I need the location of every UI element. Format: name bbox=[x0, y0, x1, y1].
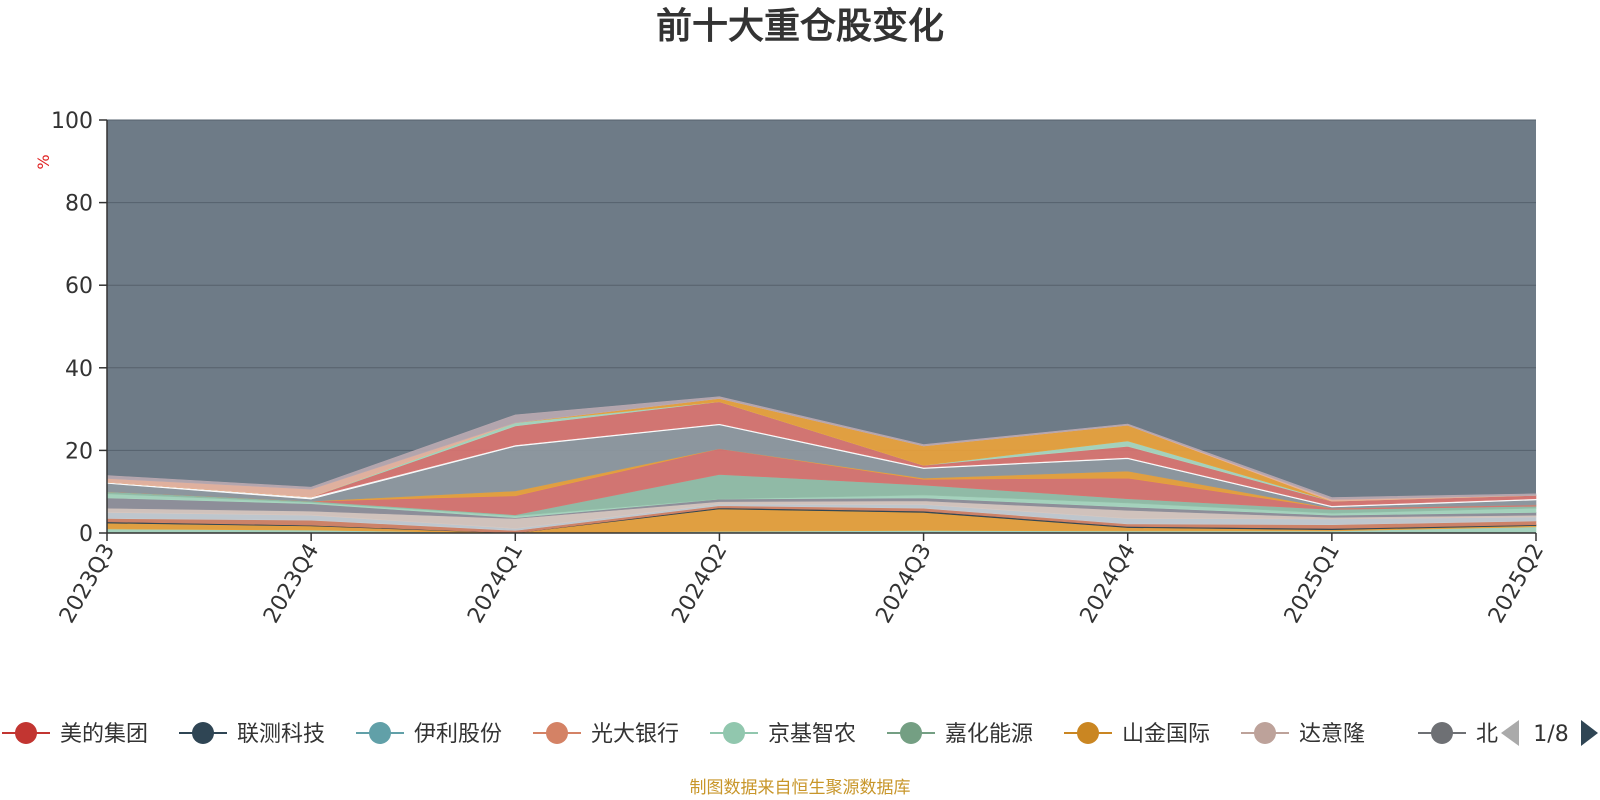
y-axis-unit-label: % bbox=[34, 154, 53, 169]
x-tick-label: 2025Q1 bbox=[1280, 540, 1345, 628]
x-tick-label: 2024Q1 bbox=[463, 540, 528, 628]
legend-label: 美的集团 bbox=[60, 722, 148, 747]
legend-item-4[interactable]: 光大银行 bbox=[533, 722, 679, 747]
y-tick-label: 60 bbox=[65, 274, 93, 299]
legend-item-6[interactable]: 嘉化能源 bbox=[887, 722, 1033, 747]
legend-circle-marker bbox=[369, 722, 391, 744]
legend-label: 山金国际 bbox=[1122, 722, 1210, 747]
y-tick-label: 0 bbox=[79, 522, 93, 547]
legend-label: 伊利股份 bbox=[414, 722, 502, 747]
y-tick-label: 80 bbox=[65, 192, 93, 217]
y-tick-label: 40 bbox=[65, 357, 93, 382]
area-band-18 bbox=[106, 396, 1537, 500]
legend-circle-marker bbox=[1431, 722, 1453, 744]
legend-next-page-icon[interactable] bbox=[1581, 720, 1598, 746]
y-tick-label: 20 bbox=[65, 439, 93, 464]
legend-label: 嘉化能源 bbox=[945, 722, 1033, 747]
legend-item-9[interactable]: 北 bbox=[1418, 722, 1498, 747]
legend-prev-page-icon[interactable] bbox=[1501, 720, 1519, 746]
x-tick-label: 2023Q3 bbox=[55, 540, 120, 628]
legend-label: 京基智农 bbox=[768, 722, 856, 747]
legend-label: 北 bbox=[1476, 722, 1498, 747]
y-tick-label: 100 bbox=[51, 109, 93, 134]
legend-circle-marker bbox=[1077, 722, 1099, 744]
legend-label: 光大银行 bbox=[591, 722, 679, 747]
x-tick-label: 2023Q4 bbox=[259, 540, 324, 628]
legend-page-indicator: 1/8 bbox=[1533, 722, 1568, 747]
legend-item-5[interactable]: 京基智农 bbox=[710, 722, 856, 747]
x-tick-label: 2024Q2 bbox=[667, 540, 732, 628]
x-tick-label: 2024Q3 bbox=[871, 540, 936, 628]
chart-title: 前十大重仓股变化 bbox=[656, 5, 944, 47]
x-tick-label: 2025Q2 bbox=[1484, 540, 1549, 628]
legend-circle-marker bbox=[900, 722, 922, 744]
legend-label: 达意隆 bbox=[1299, 722, 1365, 747]
legend-item-3[interactable]: 伊利股份 bbox=[356, 722, 502, 747]
legend-circle-marker bbox=[15, 722, 37, 744]
legend-circle-marker bbox=[1254, 722, 1276, 744]
legend-item-2[interactable]: 联测科技 bbox=[179, 722, 325, 747]
data-source-note: 制图数据来自恒生聚源数据库 bbox=[690, 778, 911, 798]
x-tick-label: 2024Q4 bbox=[1076, 540, 1141, 628]
plot-area bbox=[106, 119, 1537, 534]
legend-item-1[interactable]: 美的集团 bbox=[2, 722, 148, 747]
legend-item-8[interactable]: 达意隆 bbox=[1241, 722, 1365, 747]
legend-circle-marker bbox=[723, 722, 745, 744]
legend: 美的集团 联测科技 伊利股份 光大银行 京基智农 嘉化能源 山金国际 达意隆 北 1/8 bbox=[2, 720, 1598, 747]
legend-circle-marker bbox=[546, 722, 568, 744]
legend-item-7[interactable]: 山金国际 bbox=[1064, 722, 1210, 747]
legend-circle-marker bbox=[192, 722, 214, 744]
legend-label: 联测科技 bbox=[237, 722, 325, 747]
